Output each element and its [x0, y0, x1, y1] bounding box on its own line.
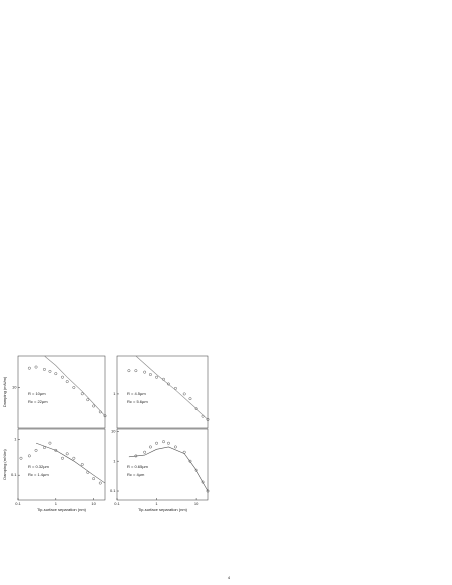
data-point [34, 448, 38, 452]
data-point [134, 369, 138, 373]
data-point [149, 445, 152, 449]
x-tick-label: 1 [155, 501, 158, 506]
data-point [201, 480, 205, 484]
data-point [162, 440, 165, 444]
data-point [143, 450, 147, 454]
data-point [188, 459, 192, 463]
plot-frame [116, 428, 209, 501]
fit-line [44, 355, 106, 417]
x-tick-label: 0.1 [114, 501, 120, 506]
annotation: Rc = 22µm [28, 399, 48, 404]
x-tick-label: 10 [91, 501, 96, 506]
data-point [72, 456, 76, 460]
annotation: Rc = 4µm [127, 472, 145, 477]
data-point [61, 456, 64, 460]
x-tick-label: 0.1 [15, 501, 21, 506]
data-point [27, 366, 31, 370]
y-axis-label: Damping (mN/m) [2, 449, 7, 480]
y-tick-label: 0.1 [110, 488, 116, 493]
y-tick-label: 10 [12, 385, 17, 390]
data-point [103, 414, 107, 418]
data-point [48, 369, 52, 373]
y-tick-label: 1 [113, 391, 116, 396]
data-point [167, 382, 170, 386]
data-point [206, 489, 210, 493]
x-tick-label: 10 [194, 501, 199, 506]
plot-frame [116, 355, 209, 429]
y-tick-label: 10 [111, 428, 116, 433]
data-point [149, 373, 152, 376]
data-point [98, 481, 102, 485]
plot-frame [17, 428, 106, 501]
annotation: R = 10µm [28, 391, 46, 396]
data-point [155, 375, 158, 379]
data-point [182, 392, 186, 396]
data-point [92, 477, 96, 481]
data-point [155, 441, 158, 445]
data-point [194, 468, 198, 472]
data-point [92, 404, 96, 408]
data-point [167, 441, 170, 445]
data-point [27, 454, 31, 458]
page-number: 4 [228, 575, 231, 580]
x-tick-label: 1 [55, 501, 58, 506]
x-axis-label: Tip-surface separation (nm) [138, 507, 188, 512]
data-point [54, 448, 58, 452]
y-tick-label: 1 [14, 437, 17, 442]
fit-line [35, 442, 106, 484]
data-point [61, 375, 64, 379]
data-point [43, 368, 46, 371]
data-point [19, 456, 23, 460]
data-point [174, 445, 177, 449]
annotation: R = 0.32µm [28, 464, 50, 469]
annotation: Rc = 1.4µm [28, 472, 49, 477]
data-point [80, 463, 84, 466]
data-point [206, 418, 210, 421]
data-point [143, 370, 147, 374]
data-point [65, 380, 69, 383]
y-tick-label: 1 [113, 458, 116, 463]
data-point [194, 407, 198, 411]
y-axis-label: Damping (mN/m) [2, 376, 7, 407]
data-point [80, 392, 84, 396]
data-point [48, 441, 52, 445]
x-axis-label: Tip-surface separation (nm) [37, 507, 87, 512]
annotation: R = 4.5µm [127, 391, 146, 396]
fit-line [128, 446, 209, 492]
data-point [86, 398, 90, 402]
y-tick-label: 0.1 [11, 472, 17, 477]
data-point [34, 365, 38, 369]
plot-frame [17, 355, 106, 429]
data-point [65, 452, 69, 456]
data-point [54, 372, 58, 376]
data-point [127, 369, 131, 373]
data-point [188, 397, 192, 401]
data-point [72, 386, 76, 389]
fit-line [135, 355, 209, 420]
annotation: Rc = 5.6µm [127, 399, 148, 404]
annotation: R = 0.65µm [127, 464, 149, 469]
data-point [174, 386, 177, 390]
